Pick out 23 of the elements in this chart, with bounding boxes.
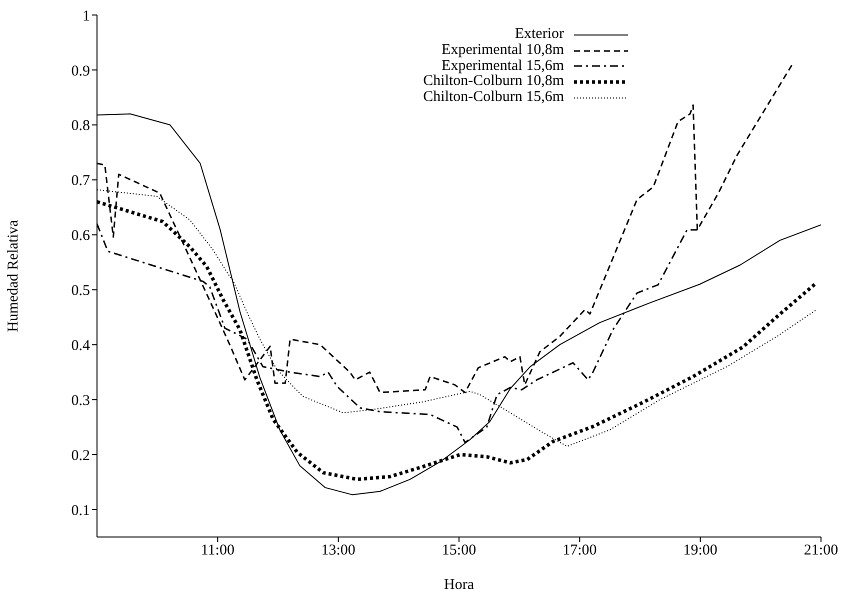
y-tick-label: 0.9 — [71, 63, 90, 80]
legend-label: Experimental 15,6m — [442, 58, 564, 74]
x-tick-label: 15:00 — [442, 542, 476, 559]
x-tick-label: 19:00 — [683, 542, 718, 559]
y-tick-label: 0.5 — [71, 283, 90, 300]
y-axis-title: Humedad Relativa — [5, 220, 22, 332]
y-tick-label: 1 — [82, 8, 90, 24]
x-tick-label: 13:00 — [321, 542, 356, 559]
y-tick-label: 0.2 — [71, 448, 90, 464]
legend-label: Experimental 10,8m — [442, 42, 564, 59]
y-tick-label: 0.6 — [71, 228, 90, 244]
y-tick-label: 0.1 — [71, 502, 90, 519]
y-tick-label: 0.7 — [71, 173, 90, 190]
x-axis-title: Hora — [444, 577, 474, 593]
legend-label: Chilton-Colburn 15,6m — [423, 89, 564, 106]
x-tick-label: 11:00 — [200, 542, 234, 559]
y-tick-label: 0.4 — [71, 338, 90, 354]
x-tick-label: 21:00 — [804, 542, 838, 559]
x-tick-label: 17:00 — [562, 542, 597, 559]
legend-label: Chilton-Colburn 10,8m — [423, 73, 564, 90]
y-tick-label: 0.8 — [71, 118, 90, 134]
y-tick-label: 0.3 — [71, 392, 90, 409]
legend-label: Exterior — [514, 26, 564, 43]
